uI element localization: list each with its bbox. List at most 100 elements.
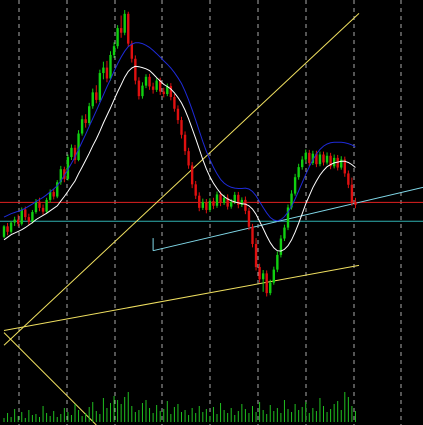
candle-body (336, 157, 339, 168)
candle-body (311, 153, 315, 163)
candle-body (130, 43, 133, 59)
candle-body (308, 152, 311, 163)
candle-body (141, 85, 144, 97)
candle-body (293, 177, 297, 194)
candle-body (354, 202, 357, 205)
candle-body (286, 207, 290, 228)
candle-body (102, 67, 105, 74)
candle-body (88, 106, 91, 124)
candle-body (318, 154, 322, 165)
candle-body (205, 201, 208, 210)
candle-body (148, 76, 151, 87)
candle-body (159, 80, 162, 92)
candle-body (244, 199, 247, 211)
candle-body (340, 159, 343, 168)
candle-body (269, 282, 272, 294)
candles-layer (2, 10, 357, 297)
candle-body (91, 92, 94, 107)
candle-body (251, 226, 254, 244)
candle-body (34, 201, 38, 213)
candle-body (187, 151, 190, 166)
candle-body (233, 194, 236, 202)
candle-body (6, 226, 9, 232)
candle-body (272, 269, 275, 283)
candle-body (230, 201, 233, 207)
candle-body (169, 86, 173, 97)
candle-body (95, 92, 98, 100)
candle-body (208, 201, 212, 210)
candle-body (283, 227, 286, 239)
candle-body (198, 195, 201, 208)
candle-body (38, 201, 41, 208)
candle-body (127, 13, 130, 44)
moving-average-white (3, 65, 356, 252)
yellow-trendline-low (3, 264, 360, 331)
candle-body (134, 58, 137, 81)
candle-body (290, 193, 293, 208)
candle-body (20, 209, 23, 224)
candle-body (119, 28, 123, 33)
candle-body (66, 157, 70, 179)
candle-body (41, 207, 45, 212)
candle-body (173, 96, 176, 109)
candle-body (325, 155, 329, 163)
candle-body (254, 243, 258, 268)
candle-body (322, 154, 325, 163)
candle-body (123, 13, 126, 33)
candle-body (162, 91, 165, 95)
yellow-trendline-up (3, 13, 360, 346)
moving-averages-layer (3, 42, 356, 252)
candle-body (70, 147, 73, 158)
candle-body (301, 159, 304, 168)
candle-body (226, 197, 229, 207)
candle-body (24, 209, 27, 218)
candle-body (84, 119, 87, 124)
candle-body (265, 273, 268, 294)
candle-body (144, 76, 148, 86)
candle-body (52, 191, 55, 197)
candle-body (258, 267, 261, 280)
candle-body (56, 182, 59, 197)
grid-layer (18, 0, 402, 425)
candle-body (151, 86, 155, 90)
candle-body (59, 169, 62, 183)
candle-body (219, 194, 222, 203)
candle-body (343, 159, 346, 174)
candle-body (9, 222, 13, 232)
moving-average-blue (3, 42, 356, 222)
candle-body (137, 80, 141, 97)
candle-body (80, 119, 84, 134)
candle-body (183, 134, 187, 152)
candle-body (215, 194, 219, 206)
candle-body (237, 194, 240, 205)
candle-body (109, 54, 112, 79)
candle-body (27, 217, 31, 222)
candle-body (48, 191, 52, 200)
candle-body (180, 120, 183, 135)
candle-body (190, 165, 194, 185)
candle-body (112, 46, 116, 55)
candle-body (13, 219, 16, 223)
candle-body (105, 67, 109, 79)
candle-body (304, 152, 307, 160)
candle-body (276, 254, 279, 270)
candle-body (166, 86, 169, 95)
candle-body (222, 197, 226, 203)
candle-body (31, 212, 34, 222)
candle-body (247, 210, 251, 227)
candle-body (347, 173, 350, 185)
candle-body (155, 80, 158, 90)
candle-body (261, 273, 265, 280)
candle-body (63, 169, 66, 179)
candle-body (194, 184, 197, 196)
volume-layer (3, 392, 356, 422)
candle-body (2, 226, 6, 237)
candle-body (332, 157, 336, 167)
candle-body (45, 199, 48, 212)
candle-body (73, 147, 77, 160)
candle-body (279, 238, 283, 255)
candle-body (201, 201, 204, 208)
candle-body (212, 201, 215, 206)
